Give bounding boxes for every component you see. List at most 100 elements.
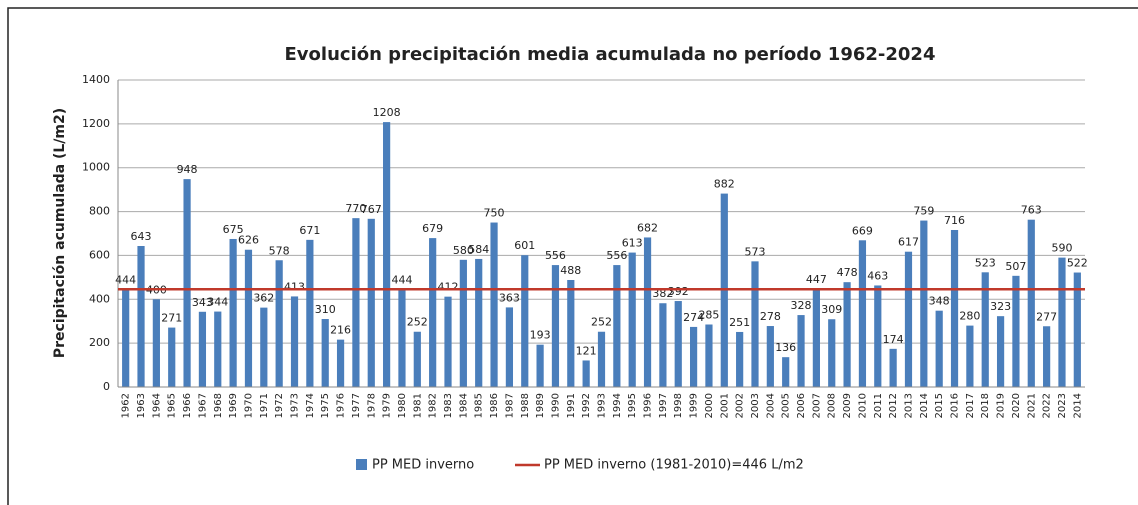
bar	[551, 265, 560, 387]
bar	[260, 307, 268, 387]
bar	[306, 239, 314, 387]
bar	[352, 218, 360, 387]
x-tick-label: 2006	[796, 393, 807, 418]
x-tick-label: 1983	[443, 393, 454, 418]
x-tick-label: 1987	[504, 393, 515, 418]
x-tick-label: 1996	[643, 393, 654, 418]
data-label: 271	[161, 312, 182, 325]
data-label: 617	[898, 236, 919, 249]
bar	[782, 357, 790, 387]
y-tick-label: 1200	[82, 117, 110, 130]
bar	[521, 255, 529, 387]
data-label: 578	[269, 244, 290, 257]
data-label: 382	[652, 287, 673, 300]
data-label: 274	[683, 311, 704, 324]
x-tick-label: 2009	[842, 393, 853, 418]
bar	[536, 344, 544, 387]
x-tick-label: 2012	[888, 393, 899, 418]
data-label: 478	[837, 266, 858, 279]
y-tick-label: 800	[89, 205, 110, 218]
data-label: 278	[760, 310, 781, 323]
data-label: 759	[913, 205, 934, 218]
x-tick-label: 1978	[366, 393, 377, 418]
x-tick-label: 2010	[857, 393, 868, 418]
data-label: 348	[929, 295, 950, 308]
data-label: 444	[391, 274, 412, 287]
bar	[1012, 275, 1020, 387]
x-tick-label: 2018	[980, 393, 991, 418]
bar	[1027, 219, 1035, 387]
x-tick-label: 2023	[1057, 393, 1068, 418]
data-label: 948	[177, 163, 198, 176]
bar	[858, 240, 867, 387]
bar	[490, 222, 498, 387]
data-label: 343	[192, 296, 213, 309]
x-tick-label: 1970	[243, 393, 254, 418]
x-tick-label: 1982	[428, 393, 439, 418]
frame	[7, 7, 1138, 505]
data-label: 362	[253, 292, 274, 305]
bar	[689, 326, 698, 387]
x-tick-label: 1995	[627, 393, 638, 418]
bar	[996, 316, 1005, 387]
bar	[429, 238, 437, 387]
x-tick-label: 1971	[259, 393, 270, 418]
bar	[889, 348, 897, 387]
data-label: 121	[576, 344, 597, 357]
bar	[874, 285, 882, 387]
x-tick-label: 2001	[719, 393, 730, 418]
x-tick-label: 2017	[965, 393, 976, 418]
x-tick-label: 1997	[658, 393, 669, 418]
data-label: 216	[330, 324, 351, 337]
x-tick-label: 1973	[290, 393, 301, 418]
x-tick-label: 2019	[996, 393, 1007, 418]
x-tick-label: 2008	[827, 393, 838, 418]
bar	[122, 289, 130, 387]
data-label: 1208	[373, 106, 401, 119]
bar	[1043, 326, 1051, 387]
x-tick-label: 2015	[934, 393, 945, 418]
y-tick-label: 1400	[82, 73, 110, 86]
x-tick-label: 1981	[412, 393, 423, 418]
bar	[613, 265, 621, 387]
x-tick-label: 1966	[182, 393, 193, 418]
bar	[981, 272, 989, 387]
data-label: 675	[223, 223, 244, 236]
x-tick-label: 1984	[458, 393, 469, 418]
data-label: 750	[484, 207, 505, 220]
x-tick-label: 1993	[597, 393, 608, 418]
data-label: 716	[944, 214, 965, 227]
bar	[828, 319, 836, 387]
x-tick-label: 1967	[197, 393, 208, 418]
bar	[336, 339, 345, 387]
x-tick-label: 1974	[305, 393, 316, 418]
data-label: 463	[867, 269, 888, 282]
bar	[628, 252, 636, 387]
bar	[152, 299, 160, 387]
data-label: 590	[1051, 242, 1072, 255]
data-label: 344	[207, 296, 228, 309]
bar	[137, 245, 145, 387]
data-label: 174	[883, 333, 904, 346]
x-tick-label: 1999	[689, 393, 700, 418]
x-tick-label: 2003	[750, 393, 761, 418]
bar	[597, 331, 606, 387]
data-label: 252	[591, 316, 612, 329]
x-tick-label: 1975	[320, 393, 331, 418]
data-label: 556	[606, 249, 627, 262]
bar	[705, 324, 713, 387]
data-label: 679	[422, 222, 443, 235]
data-label: 444	[115, 274, 136, 287]
x-tick-label: 2014	[1072, 393, 1083, 418]
data-label: 522	[1067, 257, 1088, 270]
x-tick-label: 2020	[1011, 393, 1022, 418]
data-label: 309	[821, 303, 842, 316]
data-label: 412	[438, 281, 459, 294]
y-axis-label: Precipitación acumulada (L/m2)	[52, 108, 68, 358]
bar	[1058, 257, 1066, 387]
bar	[766, 326, 774, 387]
bar	[168, 327, 176, 387]
data-label: 413	[284, 280, 305, 293]
x-tick-label: 1972	[274, 393, 285, 418]
x-tick-label: 1991	[566, 393, 577, 418]
